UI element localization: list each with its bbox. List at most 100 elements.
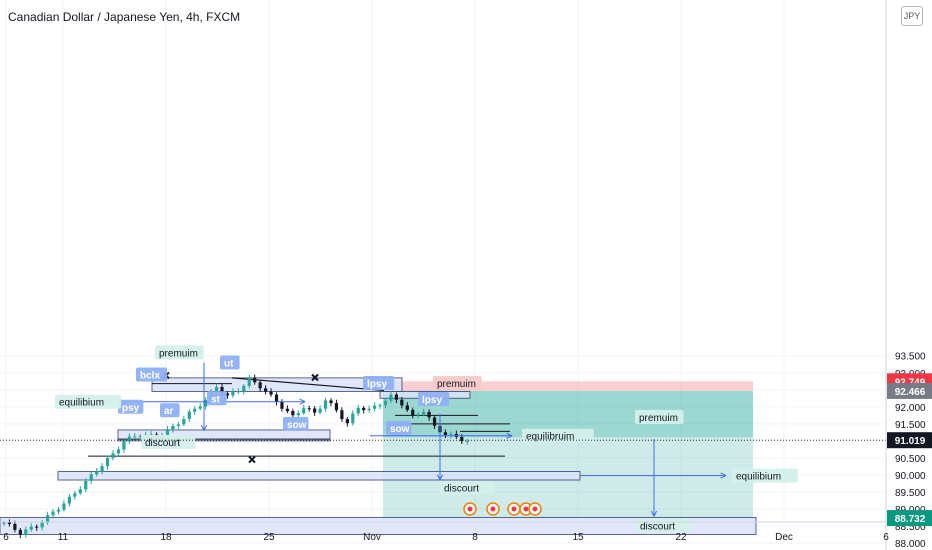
annotation-label: bclx [140,370,160,381]
price-label-bg [887,382,932,399]
candle-body [460,436,464,442]
time-tick-label: 18 [160,532,172,543]
annotation-label: discourt [640,521,675,532]
annotation-label: sow [287,420,307,431]
annotation-label: equilibium [59,398,104,409]
candle-body [383,400,388,406]
candle-body [329,400,333,404]
annotation-bg [118,399,144,414]
candle-body [62,503,66,510]
time-tick-label: 11 [58,532,69,543]
annotation-label: equilibruim [526,432,574,443]
annotation-label: premuim [437,379,476,390]
candle-body [351,413,355,424]
candle-body [171,425,175,430]
price-tick-label: 89.500 [895,488,926,499]
candle-body [73,493,77,497]
zone-box [151,377,403,392]
candle-body [334,403,339,411]
candle-body [291,411,295,416]
price-label: 92.749 [895,377,926,388]
candle-body [258,382,262,389]
candle-body [165,429,170,436]
event-marker-dot [490,506,496,512]
candle-body [198,406,202,409]
price-tick-label: 88.500 [895,522,926,533]
candle-body [127,436,131,442]
candle-body [296,413,300,416]
annotation-bg [522,428,594,443]
annotation-bg [418,391,450,406]
candle-body [307,408,311,410]
price-label: 91.019 [895,436,926,447]
candle-body [362,407,366,411]
annotation-bg [386,420,412,435]
time-tick-label: Nov [363,532,381,543]
time-tick-label: 22 [675,532,687,543]
zone-box [57,470,581,481]
trend-line [231,377,385,392]
candle-body [231,391,235,396]
time-tick-label: 8 [472,532,478,543]
time-tick-label: 25 [263,532,275,543]
candle-body [89,474,93,481]
cross-marker [311,373,319,382]
candle-body [111,453,115,458]
candle-body [116,449,121,454]
symbol-title: Canadian Dollar / Japanese Yen, 4h, FXCM [8,10,241,24]
annotation-label: ar [164,406,174,417]
event-marker-dot [532,506,538,512]
candle-body [78,489,82,494]
arrow-head [506,432,513,439]
price-tick-label: 91.500 [895,420,926,431]
event-marker-dot [511,506,517,512]
arrow-head [720,472,727,479]
price-tick-label: 90.000 [895,471,926,482]
annotation-bg [155,345,204,360]
candle-body [416,414,420,416]
candle-body [247,377,251,386]
annotation-label: sow [390,424,410,435]
currency-badge[interactable]: JPY [901,6,923,26]
annotation-bg [363,375,395,390]
time-tick-label: Dec [775,532,793,543]
candle-body [400,399,404,406]
annotation-bg [136,367,168,382]
candle-body [187,411,191,420]
candle-body [7,522,12,524]
arrow-head [200,425,208,431]
candle-body [105,457,110,467]
candle-body [182,419,186,425]
candle-body [40,522,44,528]
candle-body [138,436,142,438]
candle-body [427,411,431,418]
candle-body [214,387,219,392]
cross-marker [248,455,256,464]
candle-body [269,391,273,395]
price-tick-label: 88.000 [895,539,926,550]
stop-zone [383,381,753,391]
time-tick-label: 6 [3,532,9,543]
candle-body [56,509,61,512]
price-label-bg [887,510,932,527]
annotation-label: discourt [444,483,479,494]
candle-body [313,408,317,413]
candle-body [133,436,137,438]
candle-body [345,419,349,424]
time-tick-label: 6 [883,532,889,543]
price-tick-label: 92.000 [895,403,926,414]
candle-body [46,515,50,523]
candle-body [367,408,371,411]
annotation-label: equilibium [736,472,781,483]
arrow-head [650,510,658,517]
candle-body [204,399,208,407]
candle-body [67,496,71,504]
candle-body [280,402,284,409]
candle-body [51,511,55,516]
candle-body [443,432,448,436]
candle-body [193,408,197,412]
candle-body [465,440,469,442]
annotation-bg [635,410,684,425]
